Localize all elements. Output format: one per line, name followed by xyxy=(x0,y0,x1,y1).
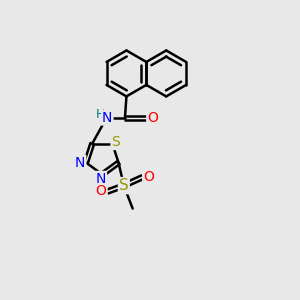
Text: H: H xyxy=(96,108,105,121)
Text: O: O xyxy=(143,170,154,184)
Text: N: N xyxy=(75,156,86,170)
Text: N: N xyxy=(96,172,106,186)
Text: O: O xyxy=(96,184,106,199)
Text: S: S xyxy=(112,135,120,149)
Text: O: O xyxy=(147,111,158,124)
Text: N: N xyxy=(102,111,112,124)
Text: S: S xyxy=(119,178,129,193)
